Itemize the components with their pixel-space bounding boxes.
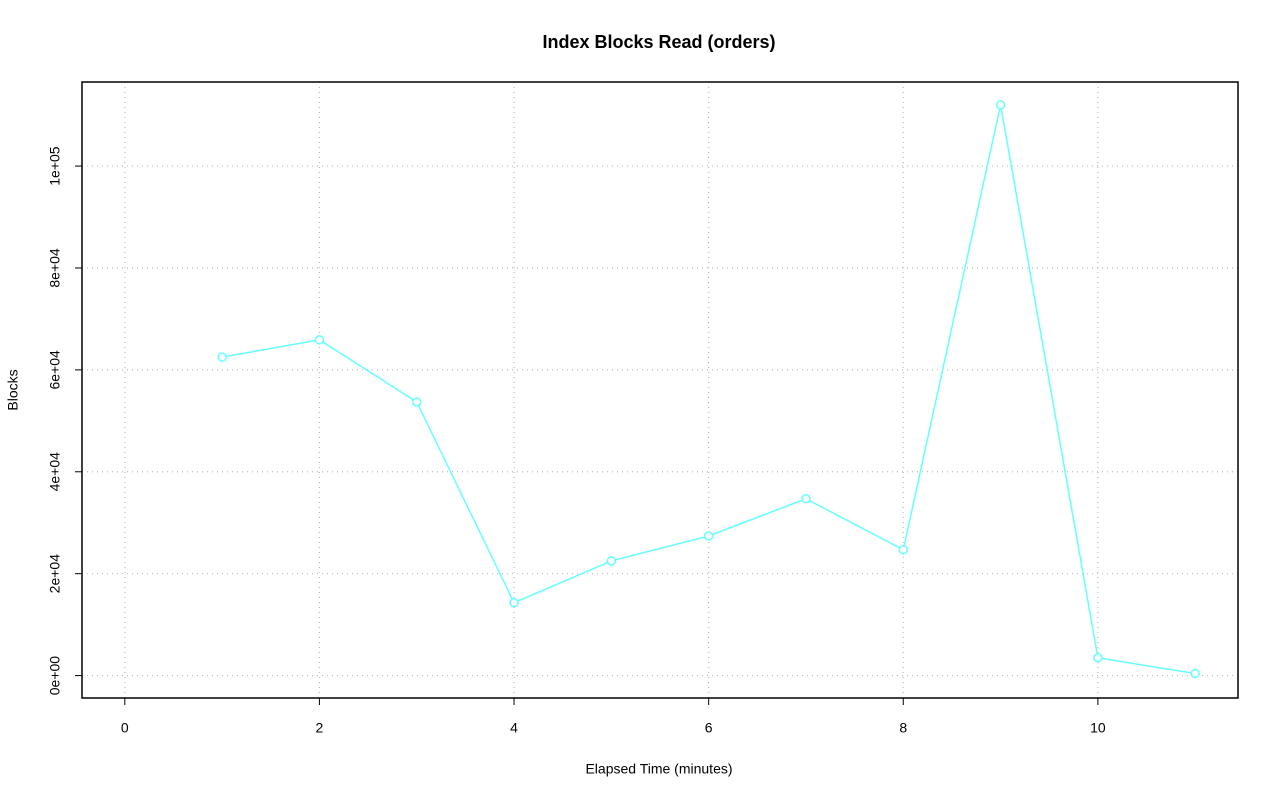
data-point xyxy=(606,556,617,566)
data-point xyxy=(217,352,227,362)
data-point xyxy=(1190,668,1200,679)
data-point xyxy=(995,100,1006,110)
data-point xyxy=(1093,652,1103,663)
y-tick-label: 0e+00 xyxy=(47,656,63,696)
data-point xyxy=(509,597,519,608)
y-axis-label: Blocks xyxy=(5,369,21,410)
data-point xyxy=(898,544,909,555)
x-tick-label: 4 xyxy=(510,720,518,736)
x-tick-label: 6 xyxy=(705,720,713,736)
x-tick-label: 2 xyxy=(316,720,324,736)
data-point xyxy=(411,397,422,407)
x-tick-label: 8 xyxy=(899,720,907,736)
data-point xyxy=(703,531,714,541)
y-tick-label: 4e+04 xyxy=(47,452,63,492)
y-tick-label: 2e+04 xyxy=(47,554,63,594)
x-tick-label: 0 xyxy=(121,720,129,736)
y-tick-label: 6e+04 xyxy=(47,350,63,390)
x-tick-label: 10 xyxy=(1090,720,1106,736)
x-axis-label: Elapsed Time (minutes) xyxy=(585,761,732,777)
data-line xyxy=(221,104,1196,675)
y-tick-label: 8e+04 xyxy=(47,248,63,288)
plot-frame xyxy=(81,81,1239,699)
chart-title: Index Blocks Read (orders) xyxy=(542,32,775,52)
data-point xyxy=(801,494,811,504)
y-tick-label: 1e+05 xyxy=(47,146,63,186)
data-point xyxy=(314,335,325,345)
